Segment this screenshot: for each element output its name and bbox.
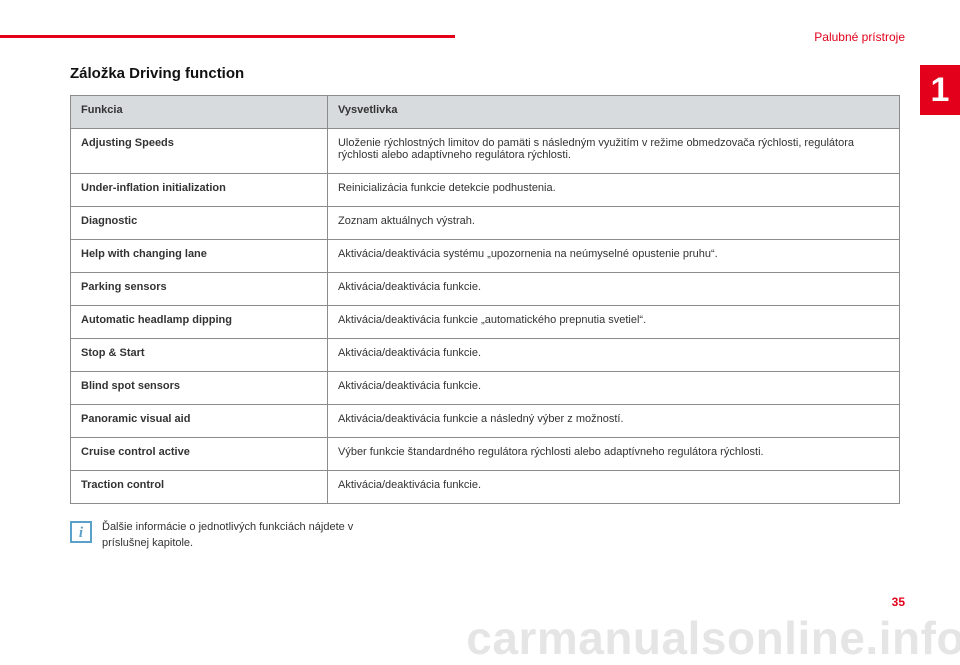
cell-funkcia: Diagnostic bbox=[71, 207, 328, 240]
page-number: 35 bbox=[892, 595, 905, 609]
cell-vysvetlivka: Uloženie rýchlostných limitov do pamäti … bbox=[327, 129, 899, 174]
cell-vysvetlivka: Reinicializácia funkcie detekcie podhust… bbox=[327, 174, 899, 207]
cell-funkcia: Blind spot sensors bbox=[71, 372, 328, 405]
cell-vysvetlivka: Aktivácia/deaktivácia funkcie. bbox=[327, 273, 899, 306]
cell-vysvetlivka: Aktivácia/deaktivácia funkcie. bbox=[327, 372, 899, 405]
cell-funkcia: Panoramic visual aid bbox=[71, 405, 328, 438]
cell-funkcia: Automatic headlamp dipping bbox=[71, 306, 328, 339]
table-row: Automatic headlamp dippingAktivácia/deak… bbox=[71, 306, 900, 339]
info-note-text: Ďalšie informácie o jednotlivých funkciá… bbox=[102, 520, 372, 552]
col-header-vysvetlivka: Vysvetlivka bbox=[327, 96, 899, 129]
cell-vysvetlivka: Aktivácia/deaktivácia systému „upozornen… bbox=[327, 240, 899, 273]
chapter-number: 1 bbox=[920, 65, 960, 115]
watermark: carmanualsonline.info bbox=[466, 611, 960, 665]
cell-funkcia: Adjusting Speeds bbox=[71, 129, 328, 174]
cell-funkcia: Help with changing lane bbox=[71, 240, 328, 273]
page-title: Záložka Driving function bbox=[70, 65, 900, 82]
section-label: Palubné prístroje bbox=[814, 30, 905, 44]
table-row: Adjusting SpeedsUloženie rýchlostných li… bbox=[71, 129, 900, 174]
info-icon: i bbox=[70, 521, 92, 543]
page-content: Záložka Driving function Funkcia Vysvetl… bbox=[70, 65, 900, 552]
cell-funkcia: Parking sensors bbox=[71, 273, 328, 306]
info-note: i Ďalšie informácie o jednotlivých funkc… bbox=[70, 520, 900, 552]
table-header-row: Funkcia Vysvetlivka bbox=[71, 96, 900, 129]
cell-funkcia: Stop & Start bbox=[71, 339, 328, 372]
cell-vysvetlivka: Aktivácia/deaktivácia funkcie. bbox=[327, 471, 899, 504]
accent-bar bbox=[0, 35, 455, 38]
cell-funkcia: Under-inflation initialization bbox=[71, 174, 328, 207]
table-row: Blind spot sensorsAktivácia/deaktivácia … bbox=[71, 372, 900, 405]
table-row: Parking sensorsAktivácia/deaktivácia fun… bbox=[71, 273, 900, 306]
table-row: Under-inflation initializationReiniciali… bbox=[71, 174, 900, 207]
table-row: Cruise control activeVýber funkcie štand… bbox=[71, 438, 900, 471]
table-row: Traction controlAktivácia/deaktivácia fu… bbox=[71, 471, 900, 504]
cell-vysvetlivka: Aktivácia/deaktivácia funkcie a následný… bbox=[327, 405, 899, 438]
table-row: Panoramic visual aidAktivácia/deaktiváci… bbox=[71, 405, 900, 438]
col-header-funkcia: Funkcia bbox=[71, 96, 328, 129]
table-row: Help with changing laneAktivácia/deaktiv… bbox=[71, 240, 900, 273]
cell-vysvetlivka: Aktivácia/deaktivácia funkcie „automatic… bbox=[327, 306, 899, 339]
table-row: Stop & StartAktivácia/deaktivácia funkci… bbox=[71, 339, 900, 372]
cell-funkcia: Cruise control active bbox=[71, 438, 328, 471]
cell-vysvetlivka: Výber funkcie štandardného regulátora rý… bbox=[327, 438, 899, 471]
table-row: DiagnosticZoznam aktuálnych výstrah. bbox=[71, 207, 900, 240]
cell-vysvetlivka: Aktivácia/deaktivácia funkcie. bbox=[327, 339, 899, 372]
functions-table: Funkcia Vysvetlivka Adjusting SpeedsUlož… bbox=[70, 95, 900, 504]
cell-funkcia: Traction control bbox=[71, 471, 328, 504]
cell-vysvetlivka: Zoznam aktuálnych výstrah. bbox=[327, 207, 899, 240]
